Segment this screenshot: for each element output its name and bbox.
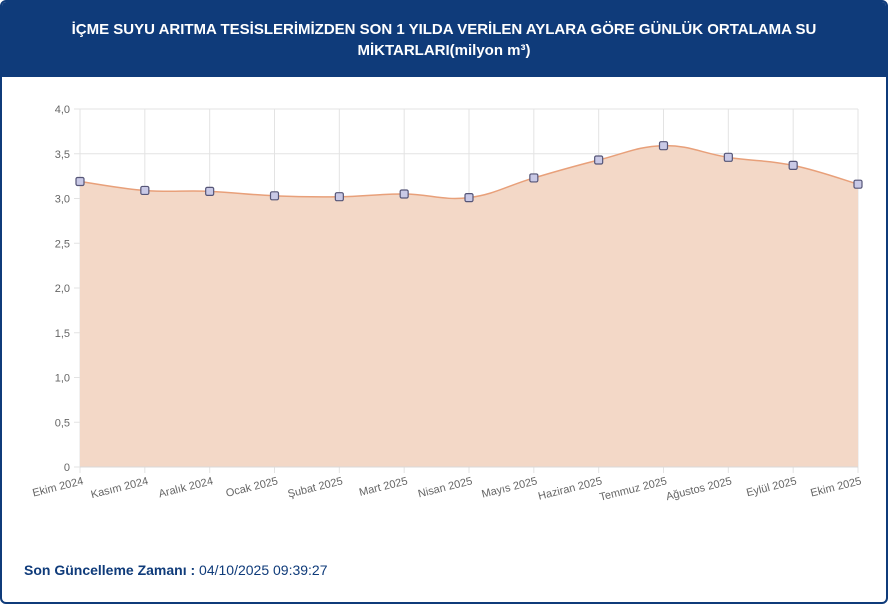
x-tick-label: Ocak 2025	[225, 475, 280, 500]
x-tick-label: Eylül 2025	[745, 475, 798, 499]
x-tick-label: Mart 2025	[358, 475, 409, 499]
chart-title: İÇME SUYU ARITMA TESİSLERİMİZDEN SON 1 Y…	[64, 19, 824, 61]
data-point	[205, 186, 215, 196]
data-point	[334, 192, 344, 202]
x-tick-label: Ekim 2024	[31, 475, 84, 499]
x-tick-label: Ağustos 2025	[665, 475, 733, 503]
chart-area: 0 0,5 1,0 1,5 2,0 2,5 3,0 3,5 4,0 Ekim 2024 Kasım …	[2, 80, 886, 530]
x-tick-label: Temmuz 2025	[598, 475, 668, 503]
y-tick-label: 0,5	[55, 417, 70, 429]
area-fill	[80, 145, 858, 467]
chart-header: İÇME SUYU ARITMA TESİSLERİMİZDEN SON 1 Y…	[2, 2, 886, 77]
x-tick-label: Şubat 2025	[287, 475, 345, 500]
data-point	[788, 160, 798, 170]
data-point	[853, 179, 863, 189]
y-tick-label: 1,0	[55, 373, 70, 385]
last-update-value: 04/10/2025 09:39:27	[199, 562, 328, 578]
y-tick-label: 0	[64, 462, 70, 474]
area-chart: 0 0,5 1,0 1,5 2,0 2,5 3,0 3,5 4,0 Ekim 2024 Kasım …	[31, 104, 863, 504]
data-point	[75, 176, 85, 187]
data-point	[464, 193, 474, 203]
chart-title-line-1: İÇME SUYU ARITMA TESİSLERİMİZDEN SON 1 Y…	[71, 20, 817, 38]
data-point	[140, 185, 150, 196]
x-tick-label: Kasım 2024	[90, 475, 150, 501]
y-tick-label: 4,0	[55, 104, 70, 116]
x-tick-label: Mayıs 2025	[480, 475, 538, 500]
y-tick-label: 2,0	[55, 283, 70, 295]
chart-title-line-2: MİKTARLARI(milyon m³)	[357, 41, 531, 59]
data-point	[658, 141, 669, 151]
last-update: Son Güncelleme Zamanı : 04/10/2025 09:39…	[24, 562, 328, 578]
x-tick-label: Haziran 2025	[537, 475, 603, 502]
data-point	[723, 152, 733, 162]
y-tick-label: 1,5	[55, 328, 70, 340]
x-tick-label: Aralık 2024	[157, 475, 214, 500]
y-tick-label: 3,0	[55, 194, 70, 206]
y-tick-label: 2,5	[55, 238, 70, 250]
data-point	[594, 155, 604, 165]
y-tick-label: 3,5	[55, 149, 70, 161]
x-tick-label: Ekim 2025	[809, 475, 862, 499]
data-point	[269, 191, 280, 201]
data-point	[399, 189, 409, 199]
x-tick-label: Nisan 2025	[417, 475, 474, 500]
data-point	[529, 173, 539, 183]
last-update-label: Son Güncelleme Zamanı :	[24, 562, 196, 578]
